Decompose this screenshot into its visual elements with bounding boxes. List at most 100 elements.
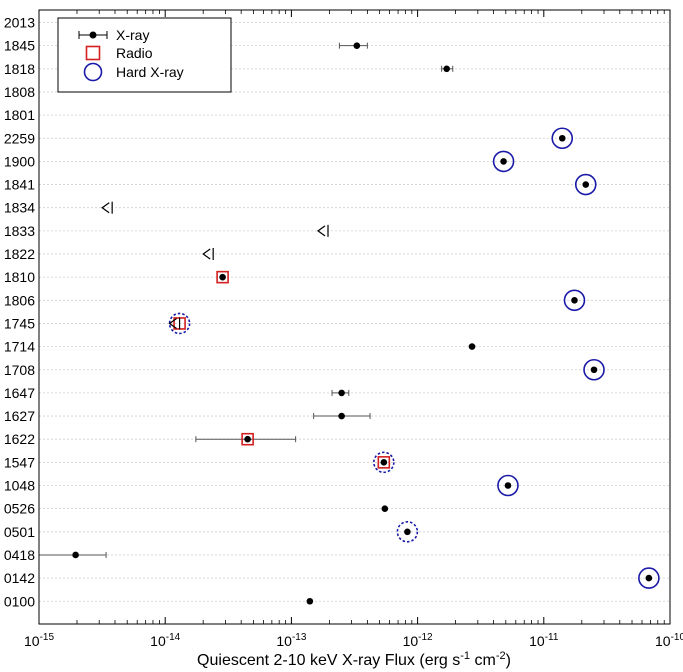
y-tick-label-1818: 1818 [4,61,35,77]
legend-label-xray: X-ray [116,27,149,43]
data-point-1900 [500,158,507,165]
y-tick-label-1547: 1547 [4,454,35,470]
data-point-1622 [244,435,251,443]
data-point-0142 [645,574,653,582]
hard-xray-circle-0501 [396,520,419,543]
data-point-1818 [443,65,450,73]
point-1708 [583,358,605,381]
point-1822 [202,248,214,260]
y-tick-label-1841: 1841 [4,177,35,193]
y-tick-label-0526: 0526 [4,501,35,517]
y-tick-label-0100: 0100 [4,593,35,609]
data-point-1048 [504,482,512,489]
y-tick-label-1745: 1745 [4,315,35,331]
hard-xray-circle-1841 [574,173,597,196]
y-tick-label-1900: 1900 [4,153,35,169]
hard-xray-circle-2259 [551,127,574,150]
y-tick-label-1822: 1822 [4,246,35,262]
point-0418 [38,551,107,559]
point-1048 [497,474,519,497]
point-1818 [441,65,454,73]
y-tick-label-1833: 1833 [4,223,35,239]
legend-radio-symbol [85,45,101,61]
point-0526 [381,505,389,512]
point-1845 [338,42,368,49]
hard-xray-circle-0142 [638,567,660,589]
point-1745 [168,312,191,335]
point-1834 [101,201,113,214]
data-point-1627 [338,412,345,420]
data-point-1547 [380,459,388,466]
data-point-0501 [404,528,411,536]
x-tick-label-0: 10-15 [24,632,54,649]
grid-lines [39,22,670,602]
hard-xray-circle-1708 [583,358,605,381]
upper-limit-arrow-1745 [168,317,177,329]
y-tick-label-0501: 0501 [4,524,35,540]
upper-limit-arrow-1822 [202,248,211,260]
y-tick-label-1714: 1714 [4,339,35,355]
data-point-1806 [571,297,578,304]
point-1806 [563,289,586,312]
point-0100 [306,597,314,605]
data-point-1841 [582,181,590,188]
hard-xray-circle-1547 [373,451,395,474]
y-tick-label-1647: 1647 [4,385,35,401]
y-tick-label-0418: 0418 [4,547,35,563]
y-tick-label-1801: 1801 [4,107,35,123]
data-point-0418 [72,551,79,559]
x-tick-label-1: 10-14 [150,632,180,649]
hard-xray-circle-1048 [497,474,519,497]
y-tick-label-1622: 1622 [4,431,35,447]
y-tick-label-2013: 2013 [4,15,35,31]
x-axis-title: Quiescent 2-10 keV X-ray Flux (erg s-1 c… [197,650,511,669]
y-tick-label-2259: 2259 [4,130,35,146]
point-1647 [331,389,350,397]
data-point-1845 [353,42,361,49]
legend-hard-xray-symbol [83,62,103,82]
radio-square-1547 [377,456,391,469]
radio-square-1622 [241,432,254,446]
point-1714 [468,343,476,350]
plot-frame [38,9,671,625]
hard-xray-circle-1806 [563,289,586,312]
legend: X-ray Radio Hard X-ray [57,17,232,93]
x-tick-label-5: 10-10 [655,632,683,649]
data-point-0100 [306,597,314,605]
point-0501 [396,520,419,543]
hard-xray-circle-1900 [492,150,515,173]
y-tick-label-1834: 1834 [4,200,35,216]
point-1547 [373,451,395,474]
point-1841 [574,173,597,196]
data-point-1647 [338,389,345,397]
point-1622 [195,432,297,446]
y-tick-label-1627: 1627 [4,408,35,424]
point-2259 [551,127,574,150]
point-0142 [638,567,660,589]
y-tick-label-1808: 1808 [4,84,35,100]
point-1810 [216,270,229,284]
upper-limit-arrow-1833 [316,225,326,237]
y-tick-label-1708: 1708 [4,362,35,378]
x-tick-label-4: 10-11 [529,632,559,649]
point-1627 [313,412,371,420]
data-point-2259 [558,134,566,142]
data-point-1810 [219,273,226,281]
data-point-1708 [590,366,598,374]
y-tick-label-0142: 0142 [4,570,35,586]
data-marks [38,42,660,605]
legend-label-hard-xray: Hard X-ray [116,64,184,80]
y-tick-label-1845: 1845 [4,38,35,54]
data-point-0526 [381,505,389,512]
point-1900 [492,150,515,173]
legend-label-radio: Radio [116,45,153,61]
point-1833 [316,224,329,237]
upper-limit-arrow-1834 [101,202,110,214]
x-tick-labels: 10-15 10-14 10-13 10-12 10-11 10-10 [24,632,683,649]
x-tick-label-2: 10-13 [276,632,306,649]
y-tick-label-1810: 1810 [4,269,35,285]
y-tick-label-1806: 1806 [4,292,35,308]
x-tick-label-3: 10-12 [403,632,433,649]
data-point-1714 [468,343,476,350]
legend-xray-symbol [78,31,108,39]
